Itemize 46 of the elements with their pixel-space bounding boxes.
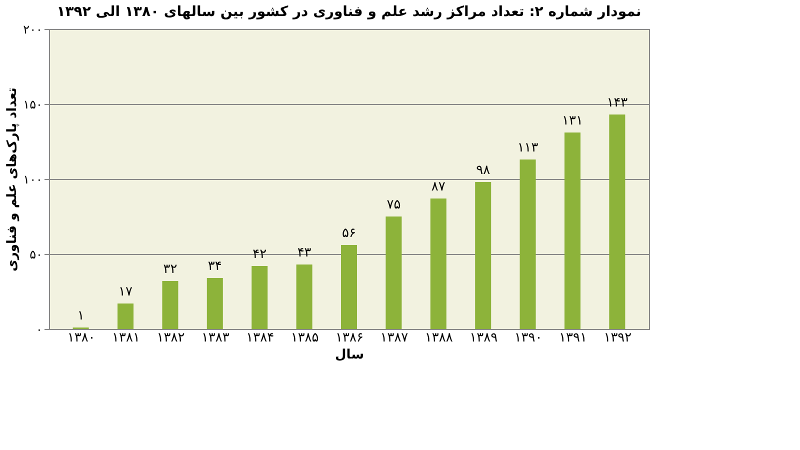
data-label: ۴۳	[297, 246, 312, 260]
x-tick-label: ۱۳۸۳	[201, 330, 230, 346]
x-tick-label: ۱۳۸۶	[336, 330, 364, 346]
bar	[475, 182, 492, 329]
x-tick-label: ۱۳۸۸	[424, 330, 453, 346]
x-tick-label: ۱۳۹۲	[604, 330, 632, 346]
data-label: ۵۶	[342, 226, 356, 241]
bar	[341, 245, 357, 329]
x-tick-label: ۱۳۸۱	[112, 330, 140, 346]
data-label: ۳۲	[163, 262, 178, 277]
data-label: ۱۳۱	[562, 114, 583, 128]
data-label: ۱۴۳	[606, 96, 628, 110]
y-tick-label: ۵۰	[30, 248, 42, 262]
y-axis-title: تعداد پارک‌های علم و فناوری	[5, 88, 20, 272]
bar	[564, 132, 580, 329]
bar	[206, 278, 223, 329]
bar	[252, 266, 268, 329]
bar	[609, 114, 626, 329]
data-label: ۴۲	[252, 247, 267, 262]
x-tick-label: ۱۳۸۹	[470, 330, 498, 346]
y-tick-label: ۰	[36, 322, 42, 336]
data-label: ۳۴	[208, 259, 222, 274]
y-tick-label: ۲۰۰	[23, 22, 42, 36]
bar	[118, 304, 134, 329]
data-label: ۷۵	[386, 198, 401, 212]
bar	[430, 198, 446, 329]
x-axis-title: سال	[335, 348, 364, 362]
data-label: ۱۱۳	[517, 140, 538, 156]
y-tick-label: ۱۰۰	[23, 172, 42, 186]
x-tick-label: ۱۳۸۴	[246, 330, 274, 346]
x-tick-label: ۱۳۸۰	[67, 330, 96, 346]
x-tick-label: ۱۳۹۰	[514, 330, 542, 346]
bar	[162, 281, 178, 329]
x-tick-label: ۱۳۸۷	[380, 330, 408, 346]
data-label: ۱۷	[118, 284, 133, 300]
x-tick-label: ۱۳۸۲	[156, 330, 185, 346]
data-label: ۸۷	[431, 180, 446, 194]
bar	[296, 264, 312, 329]
x-tick-label: ۱۳۹۱	[559, 330, 587, 346]
chart-title: نمودار شماره ۲: تعداد مراکز رشد علم و فناوری در کشور بین سالهای ۱۳۸۰ الی ۱۳۹۲	[56, 4, 642, 20]
y-tick-label: ۱۵۰	[23, 98, 42, 112]
bar	[386, 216, 402, 329]
x-tick-label: ۱۳۸۵	[290, 330, 319, 346]
data-label: ۹۸	[476, 163, 490, 178]
data-label: ۱	[77, 308, 84, 324]
bar	[520, 160, 536, 329]
